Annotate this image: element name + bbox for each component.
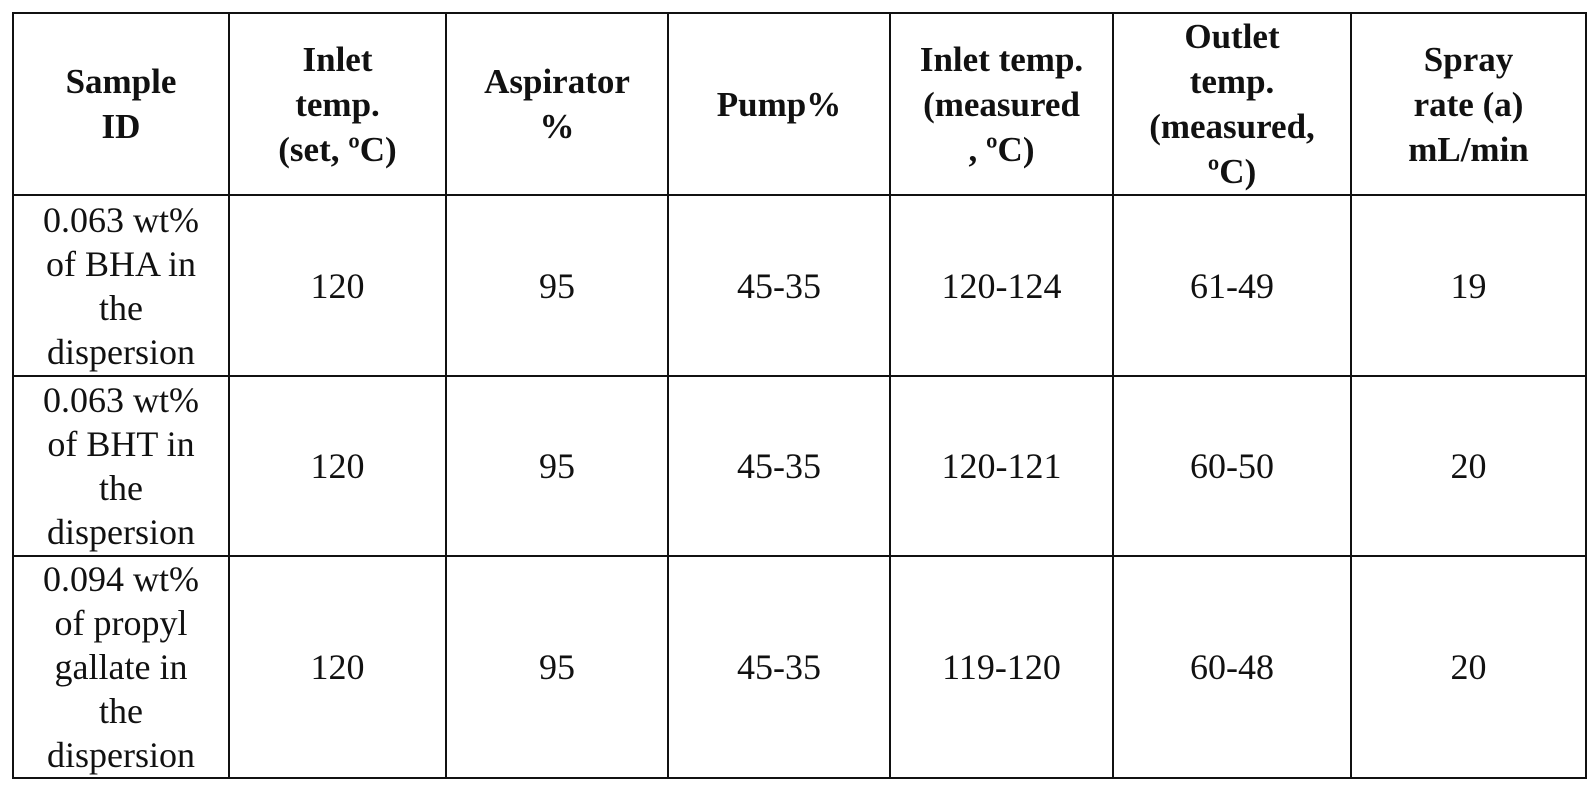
sample-line: 0.063 wt% bbox=[14, 198, 228, 242]
header-line: (set, ºC) bbox=[230, 127, 445, 172]
sample-line: the bbox=[14, 286, 228, 330]
sample-line: gallate in bbox=[14, 645, 228, 689]
sample-line: of BHT in bbox=[14, 422, 228, 466]
table-row: 0.063 wt% of BHT in the dispersion 120 9… bbox=[13, 376, 1586, 556]
header-spray-rate: Spray rate (a) mL/min bbox=[1351, 13, 1586, 195]
header-line: mL/min bbox=[1352, 127, 1585, 172]
cell-inlet-temp-set: 120 bbox=[229, 556, 446, 778]
cell-sample-id: 0.063 wt% of BHA in the dispersion bbox=[13, 195, 229, 376]
header-line: % bbox=[447, 104, 667, 149]
cell-inlet-temp-measured: 120-124 bbox=[890, 195, 1113, 376]
header-line: (measured bbox=[891, 82, 1112, 127]
cell-outlet-temp-measured: 60-50 bbox=[1113, 376, 1351, 556]
header-line: ID bbox=[14, 104, 228, 149]
sample-line: dispersion bbox=[14, 330, 228, 374]
cell-inlet-temp-set: 120 bbox=[229, 376, 446, 556]
cell-sample-id: 0.063 wt% of BHT in the dispersion bbox=[13, 376, 229, 556]
header-sample-id: Sample ID bbox=[13, 13, 229, 195]
cell-spray-rate: 20 bbox=[1351, 556, 1586, 778]
header-line: Pump% bbox=[669, 82, 889, 127]
cell-sample-id: 0.094 wt% of propyl gallate in the dispe… bbox=[13, 556, 229, 778]
header-line: Spray bbox=[1352, 37, 1585, 82]
cell-spray-rate: 20 bbox=[1351, 376, 1586, 556]
header-inlet-temp-set: Inlet temp. (set, ºC) bbox=[229, 13, 446, 195]
sample-line: of propyl bbox=[14, 601, 228, 645]
cell-pump: 45-35 bbox=[668, 556, 890, 778]
header-pump: Pump% bbox=[668, 13, 890, 195]
table-row: 0.063 wt% of BHA in the dispersion 120 9… bbox=[13, 195, 1586, 376]
header-line: ºC) bbox=[1114, 149, 1350, 194]
sample-line: the bbox=[14, 689, 228, 733]
cell-outlet-temp-measured: 61-49 bbox=[1113, 195, 1351, 376]
table-row: 0.094 wt% of propyl gallate in the dispe… bbox=[13, 556, 1586, 778]
spray-drying-table: Sample ID Inlet temp. (set, ºC) Aspirato… bbox=[12, 12, 1587, 779]
header-outlet-temp-measured: Outlet temp. (measured, ºC) bbox=[1113, 13, 1351, 195]
header-line: (measured, bbox=[1114, 104, 1350, 149]
sample-line: dispersion bbox=[14, 733, 228, 777]
sample-line: 0.063 wt% bbox=[14, 378, 228, 422]
header-line: Inlet bbox=[230, 37, 445, 82]
header-line: rate (a) bbox=[1352, 82, 1585, 127]
sample-line: the bbox=[14, 466, 228, 510]
cell-inlet-temp-measured: 120-121 bbox=[890, 376, 1113, 556]
header-line: temp. bbox=[230, 82, 445, 127]
header-aspirator: Aspirator % bbox=[446, 13, 668, 195]
header-line: Sample bbox=[14, 59, 228, 104]
cell-pump: 45-35 bbox=[668, 195, 890, 376]
sample-line: 0.094 wt% bbox=[14, 557, 228, 601]
cell-aspirator: 95 bbox=[446, 376, 668, 556]
header-row: Sample ID Inlet temp. (set, ºC) Aspirato… bbox=[13, 13, 1586, 195]
cell-pump: 45-35 bbox=[668, 376, 890, 556]
sample-line: of BHA in bbox=[14, 242, 228, 286]
header-line: Inlet temp. bbox=[891, 37, 1112, 82]
header-inlet-temp-measured: Inlet temp. (measured , ºC) bbox=[890, 13, 1113, 195]
cell-aspirator: 95 bbox=[446, 195, 668, 376]
cell-inlet-temp-measured: 119-120 bbox=[890, 556, 1113, 778]
cell-aspirator: 95 bbox=[446, 556, 668, 778]
sample-line: dispersion bbox=[14, 510, 228, 554]
cell-spray-rate: 19 bbox=[1351, 195, 1586, 376]
cell-outlet-temp-measured: 60-48 bbox=[1113, 556, 1351, 778]
header-line: temp. bbox=[1114, 59, 1350, 104]
header-line: Outlet bbox=[1114, 14, 1350, 59]
header-line: , ºC) bbox=[891, 127, 1112, 172]
cell-inlet-temp-set: 120 bbox=[229, 195, 446, 376]
header-line: Aspirator bbox=[447, 59, 667, 104]
